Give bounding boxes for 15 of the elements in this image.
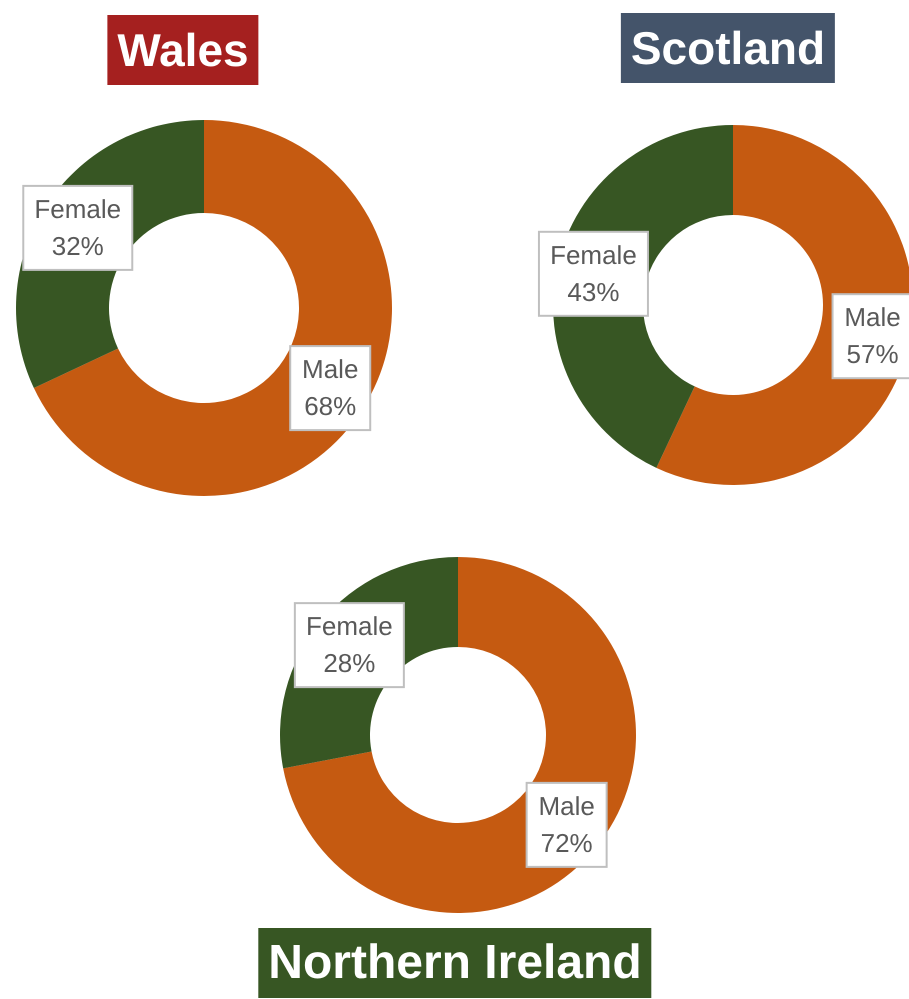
text: Northern Ireland [258,928,652,998]
slice-label: Male [844,302,901,332]
slice-label: Male [538,790,595,821]
slice-label: Female [550,240,637,270]
chart-title: Scotland [620,13,836,83]
data-label: 68% [304,391,356,422]
slice-label: Male [302,354,358,384]
data-label: 43% [567,276,620,307]
slice-label: Female [34,194,122,224]
chart-title: Wales [107,15,259,85]
data-label: 57% [846,339,899,370]
data-label: 72% [540,828,593,858]
data-label: 28% [323,648,376,678]
data-label: 32% [52,230,104,261]
slice-label: Female [306,611,393,642]
